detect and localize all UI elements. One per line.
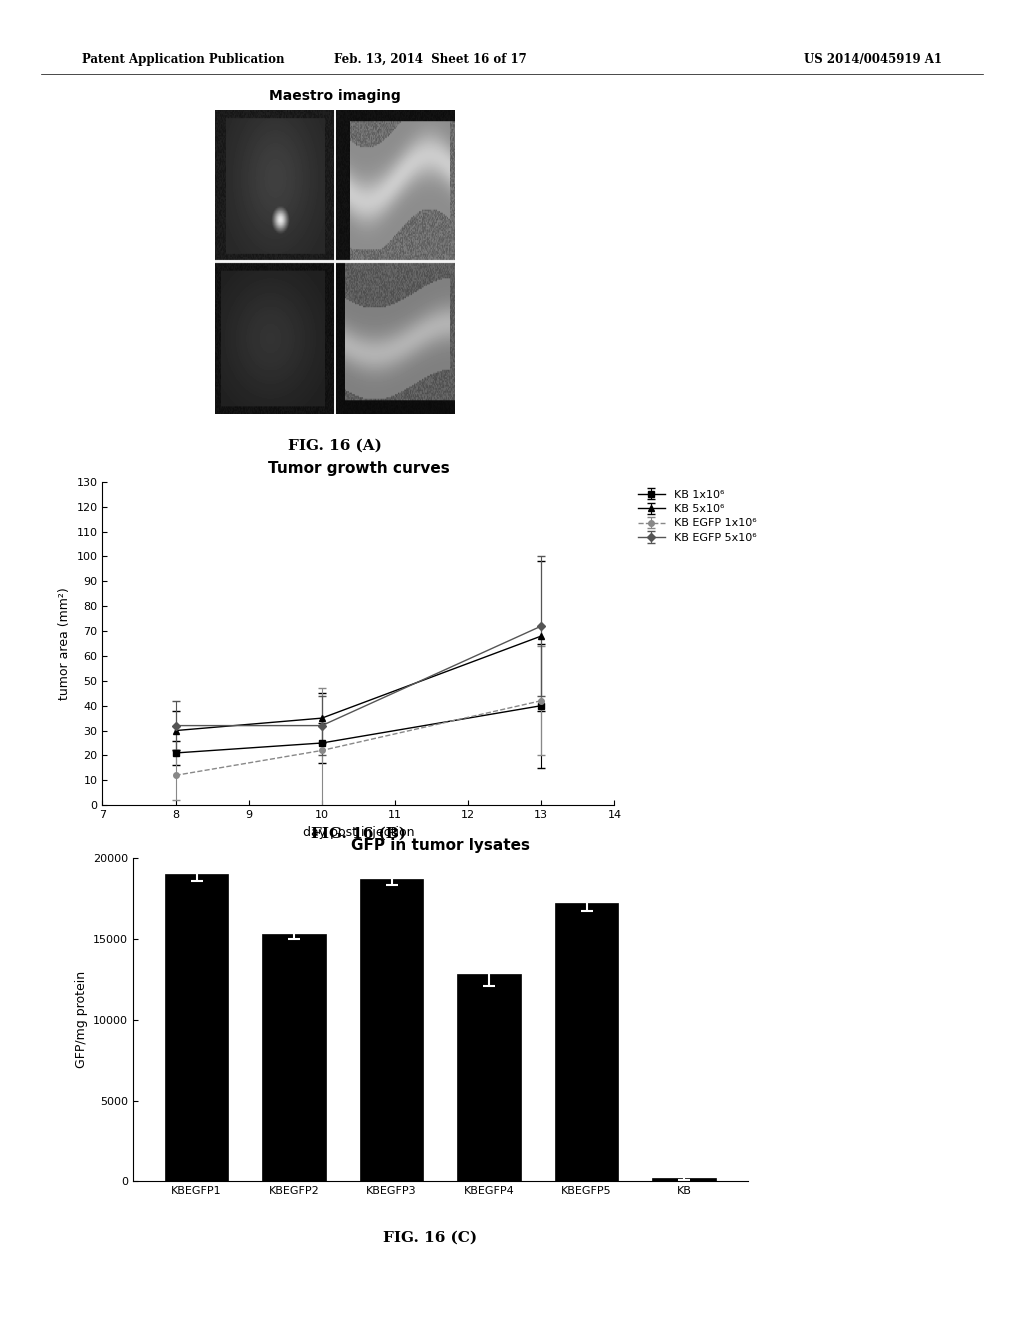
Title: GFP in tumor lysates: GFP in tumor lysates <box>351 838 529 853</box>
Bar <box>262 935 326 1181</box>
Text: FIG. 16 (B): FIG. 16 (B) <box>311 826 406 841</box>
Text: FIG. 16 (C): FIG. 16 (C) <box>383 1230 477 1245</box>
Y-axis label: GFP/mg protein: GFP/mg protein <box>75 972 88 1068</box>
Text: Feb. 13, 2014  Sheet 16 of 17: Feb. 13, 2014 Sheet 16 of 17 <box>334 53 526 66</box>
Title: Tumor growth curves: Tumor growth curves <box>267 462 450 477</box>
Text: US 2014/0045919 A1: US 2014/0045919 A1 <box>804 53 942 66</box>
Y-axis label: tumor area (mm²): tumor area (mm²) <box>58 587 71 700</box>
Bar <box>458 974 521 1181</box>
Bar <box>555 903 618 1181</box>
Bar <box>359 879 423 1181</box>
X-axis label: day post injection: day post injection <box>303 825 414 838</box>
Text: Patent Application Publication: Patent Application Publication <box>82 53 285 66</box>
Legend: KB 1x10⁶, KB 5x10⁶, KB EGFP 1x10⁶, KB EGFP 5x10⁶: KB 1x10⁶, KB 5x10⁶, KB EGFP 1x10⁶, KB EG… <box>635 487 759 545</box>
Bar <box>165 874 228 1181</box>
Bar <box>652 1179 716 1181</box>
Text: FIG. 16 (A): FIG. 16 (A) <box>288 438 382 453</box>
Text: Maestro imaging: Maestro imaging <box>269 88 400 103</box>
